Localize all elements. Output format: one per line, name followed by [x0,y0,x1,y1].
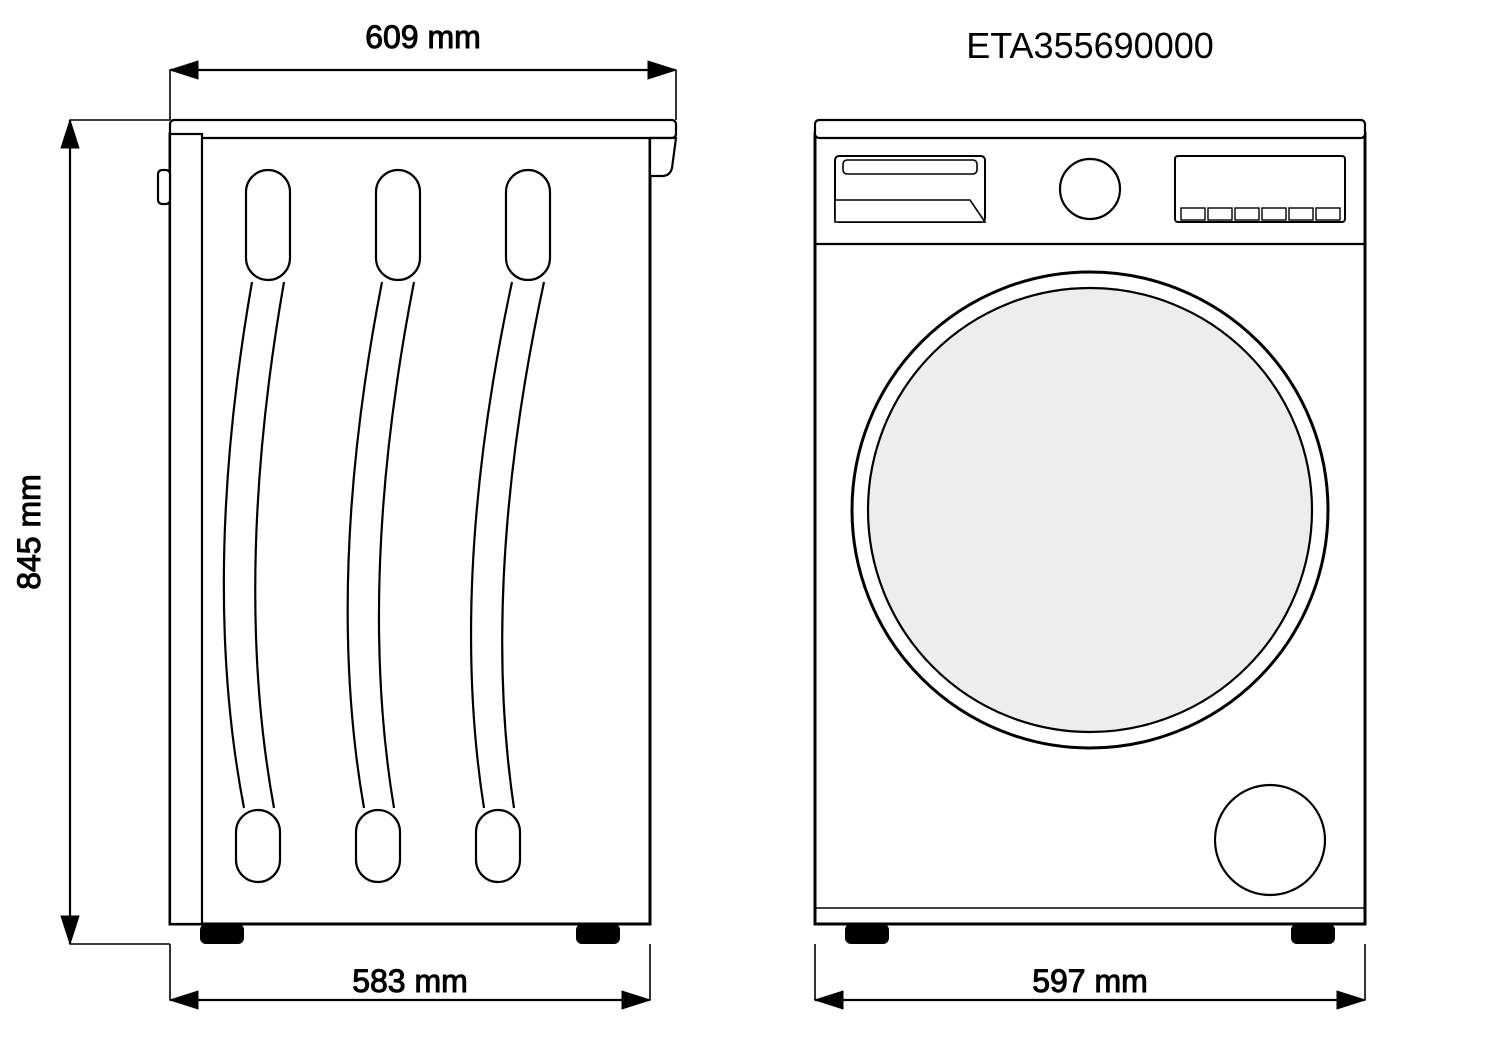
program-knob [1060,159,1120,219]
front-foot-right [1291,924,1335,944]
side-body [170,134,650,924]
dim-height-left-label: 845 mm [11,474,47,590]
dim-depth-base: 583 mm [170,944,650,1009]
door-glass [868,288,1312,732]
dim-depth-base-label: 583 mm [352,963,468,999]
technical-drawing: 609 mm 845 mm 583 mm 597 mm [0,0,1500,1061]
side-top-lid [170,120,676,138]
door [852,272,1328,748]
front-view [815,120,1365,944]
model-number: ETA355690000 [966,25,1214,66]
dim-depth-top: 609 mm [170,19,676,120]
side-view [158,120,676,944]
side-foot-front [576,924,620,944]
dim-width-front: 597 mm [815,944,1365,1009]
dim-height-left: 845 mm [11,120,170,944]
front-foot-left [845,924,889,944]
dim-depth-top-label: 609 mm [365,19,481,55]
side-hose-stub [158,170,170,204]
filter-cap [1215,785,1325,895]
detergent-drawer [835,156,985,222]
side-foot-rear [200,924,244,944]
display-panel [1175,156,1345,222]
dim-width-front-label: 597 mm [1032,963,1148,999]
side-back-panel [170,134,202,924]
front-top-lid [815,120,1365,138]
side-front-lip [650,138,676,176]
